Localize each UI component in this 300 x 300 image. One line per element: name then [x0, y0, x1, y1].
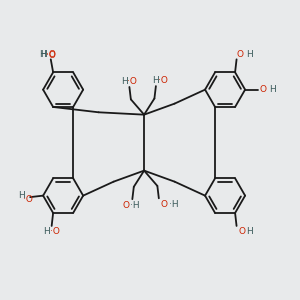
Text: H: H	[152, 76, 159, 85]
Text: H: H	[269, 85, 276, 94]
Text: O: O	[260, 85, 267, 94]
Text: H: H	[18, 191, 24, 200]
Text: H: H	[246, 227, 253, 236]
Text: O: O	[160, 200, 167, 209]
Text: H: H	[39, 50, 46, 58]
Text: O: O	[237, 50, 244, 58]
Text: ·H: ·H	[169, 200, 178, 209]
Text: ·O: ·O	[128, 76, 137, 85]
Text: H: H	[43, 227, 50, 236]
Text: O: O	[122, 201, 129, 210]
Text: O: O	[238, 227, 245, 236]
Text: ·O: ·O	[46, 51, 56, 60]
Text: ·O: ·O	[23, 195, 33, 204]
Text: H: H	[246, 50, 253, 58]
Text: ·O: ·O	[158, 76, 168, 85]
Text: ·H: ·H	[130, 201, 140, 210]
Text: H: H	[121, 76, 128, 85]
Text: ·O: ·O	[50, 227, 60, 236]
Text: ·O: ·O	[46, 50, 56, 58]
Text: H: H	[40, 50, 47, 58]
